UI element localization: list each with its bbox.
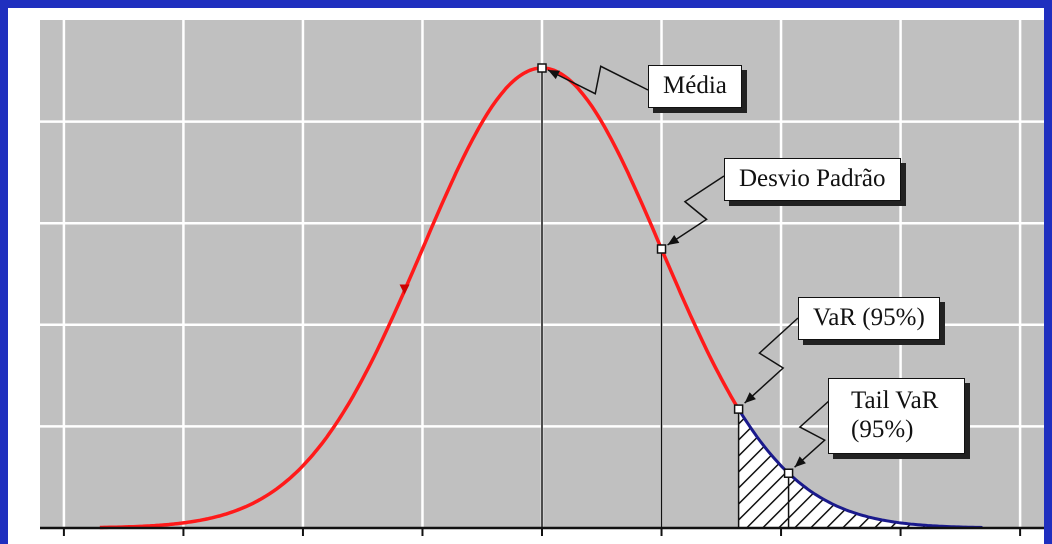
var-label-text: VaR (95%): [813, 304, 925, 331]
mean-label-text: Média: [663, 72, 727, 99]
normal-distribution-chart: [40, 20, 1044, 536]
var-label: VaR (95%): [798, 297, 940, 340]
leader-std-head: [667, 235, 680, 245]
leader-var: [744, 317, 799, 404]
tail-var-label: Tail VaR (95%): [828, 378, 966, 454]
std-label-text: Desvio Padrão: [739, 165, 886, 192]
tail-fill: [738, 409, 985, 528]
marker-tail-var: [783, 468, 794, 478]
flank-arrow: [399, 284, 410, 295]
guide-lines: [541, 68, 790, 528]
leader-std: [667, 175, 725, 246]
curve-markers: [399, 63, 794, 478]
annotation-leaders: [547, 65, 831, 468]
leader-mean: [547, 65, 649, 95]
slide-frame: Média Desvio Padrão VaR (95%) Tail VaR (…: [8, 8, 1044, 544]
marker-std: [656, 244, 667, 254]
leader-tail-var-head: [794, 456, 806, 468]
std-label: Desvio Padrão: [724, 158, 901, 201]
marker-var: [733, 404, 744, 414]
tail-var-label-line2: (95%): [851, 415, 914, 443]
density-curve-tail: [737, 408, 983, 529]
leader-mean-head: [548, 70, 560, 80]
marker-mean: [537, 63, 547, 73]
mean-label: Média: [648, 65, 742, 108]
caption-strip: [8, 530, 1044, 544]
leader-tail-var: [794, 399, 831, 468]
tail-var-label-line1: Tail VaR: [851, 387, 939, 414]
leader-var-head: [744, 392, 756, 404]
density-curve-red: [99, 66, 740, 530]
x-axis-ticks: [62, 528, 1022, 536]
